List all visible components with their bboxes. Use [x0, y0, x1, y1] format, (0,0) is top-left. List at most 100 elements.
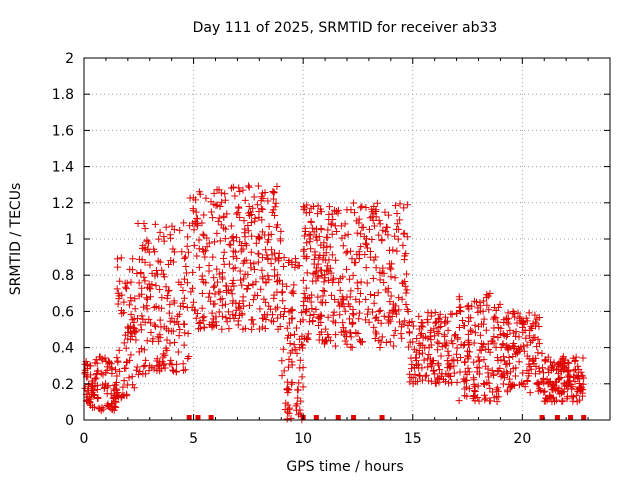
data-point: [415, 312, 423, 320]
data-point: [346, 293, 354, 301]
data-point: [261, 311, 269, 319]
data-point: [392, 307, 400, 315]
data-point: [123, 381, 131, 389]
data-point: [546, 358, 554, 366]
data-point: [254, 182, 262, 190]
data-point: [413, 335, 421, 343]
data-point: [499, 372, 507, 380]
data-point: [486, 290, 494, 298]
data-point: [523, 341, 531, 349]
data-point: [108, 400, 116, 408]
data-point: [210, 274, 218, 282]
data-point: [430, 366, 438, 374]
data-point: [355, 309, 363, 317]
data-point: [532, 363, 540, 371]
data-point: [117, 254, 125, 262]
data-point: [466, 326, 474, 334]
data-point: [299, 383, 307, 391]
data-point: [347, 247, 355, 255]
data-point: [230, 315, 238, 323]
data-point: [278, 372, 286, 380]
data-point: [312, 305, 320, 313]
data-point: [328, 291, 336, 299]
data-point: [247, 264, 255, 272]
data-point: [494, 384, 502, 392]
data-point: [150, 245, 158, 253]
data-point: [503, 360, 511, 368]
data-point: [199, 230, 207, 238]
data-point: [228, 290, 236, 298]
data-point: [314, 210, 322, 218]
data-point: [409, 322, 417, 330]
data-point: [519, 380, 527, 388]
data-point: [533, 343, 541, 351]
data-point: [393, 220, 401, 228]
data-point: [389, 300, 397, 308]
data-point: [331, 222, 339, 230]
data-point: [494, 318, 502, 326]
data-point: [86, 401, 94, 409]
data-point: [215, 308, 223, 316]
data-point: [359, 223, 367, 231]
data-point: [184, 329, 192, 337]
data-point: [164, 260, 172, 268]
data-point: [293, 349, 301, 357]
data-point: [238, 281, 246, 289]
data-point: [242, 256, 250, 264]
data-point: [183, 304, 191, 312]
data-point: [438, 370, 446, 378]
data-point: [526, 363, 534, 371]
data-point: [440, 376, 448, 384]
data-point: [341, 307, 349, 315]
data-point: [486, 384, 494, 392]
data-point: [315, 336, 323, 344]
data-point: [366, 291, 374, 299]
data-point: [163, 346, 171, 354]
data-point: [236, 214, 244, 222]
data-point: [143, 302, 151, 310]
data-point: [308, 304, 316, 312]
data-point: [232, 233, 240, 241]
data-point: [391, 327, 399, 335]
data-point: [229, 233, 237, 241]
data-point: [572, 392, 580, 400]
data-point: [140, 346, 148, 354]
data-point: [299, 276, 307, 284]
data-point: [224, 308, 232, 316]
data-point: [113, 285, 121, 293]
data-point: [355, 219, 363, 227]
data-point: [236, 238, 244, 246]
data-point: [458, 317, 466, 325]
data-point: [262, 298, 270, 306]
data-point: [445, 379, 453, 387]
data-point: [396, 200, 404, 208]
data-point: [288, 358, 296, 366]
data-point: [189, 268, 197, 276]
data-point: [182, 269, 190, 277]
data-point: [241, 196, 249, 204]
data-point: [328, 230, 336, 238]
data-point: [255, 325, 263, 333]
data-point: [399, 279, 407, 287]
data-point: [492, 314, 500, 322]
data-point: [340, 331, 348, 339]
data-point: [270, 294, 278, 302]
data-point: [180, 275, 188, 283]
data-point: [556, 358, 564, 366]
data-point: [371, 335, 379, 343]
data-point: [270, 272, 278, 280]
data-point: [296, 409, 304, 417]
data-point: [192, 314, 200, 322]
data-point: [427, 312, 435, 320]
y-tick-labels: 0 0.2 0.4 0.6 0.8 1 1.2 1.4 1.6 1.8 2: [52, 51, 74, 429]
data-point: [210, 189, 218, 197]
data-point: [141, 362, 149, 370]
data-point: [130, 384, 138, 392]
data-point: [195, 188, 203, 196]
data-point: [221, 196, 229, 204]
data-point: [416, 372, 424, 380]
data-point: [540, 388, 548, 396]
data-point: [513, 319, 521, 327]
data-point: [192, 196, 200, 204]
data-point: [93, 359, 101, 367]
